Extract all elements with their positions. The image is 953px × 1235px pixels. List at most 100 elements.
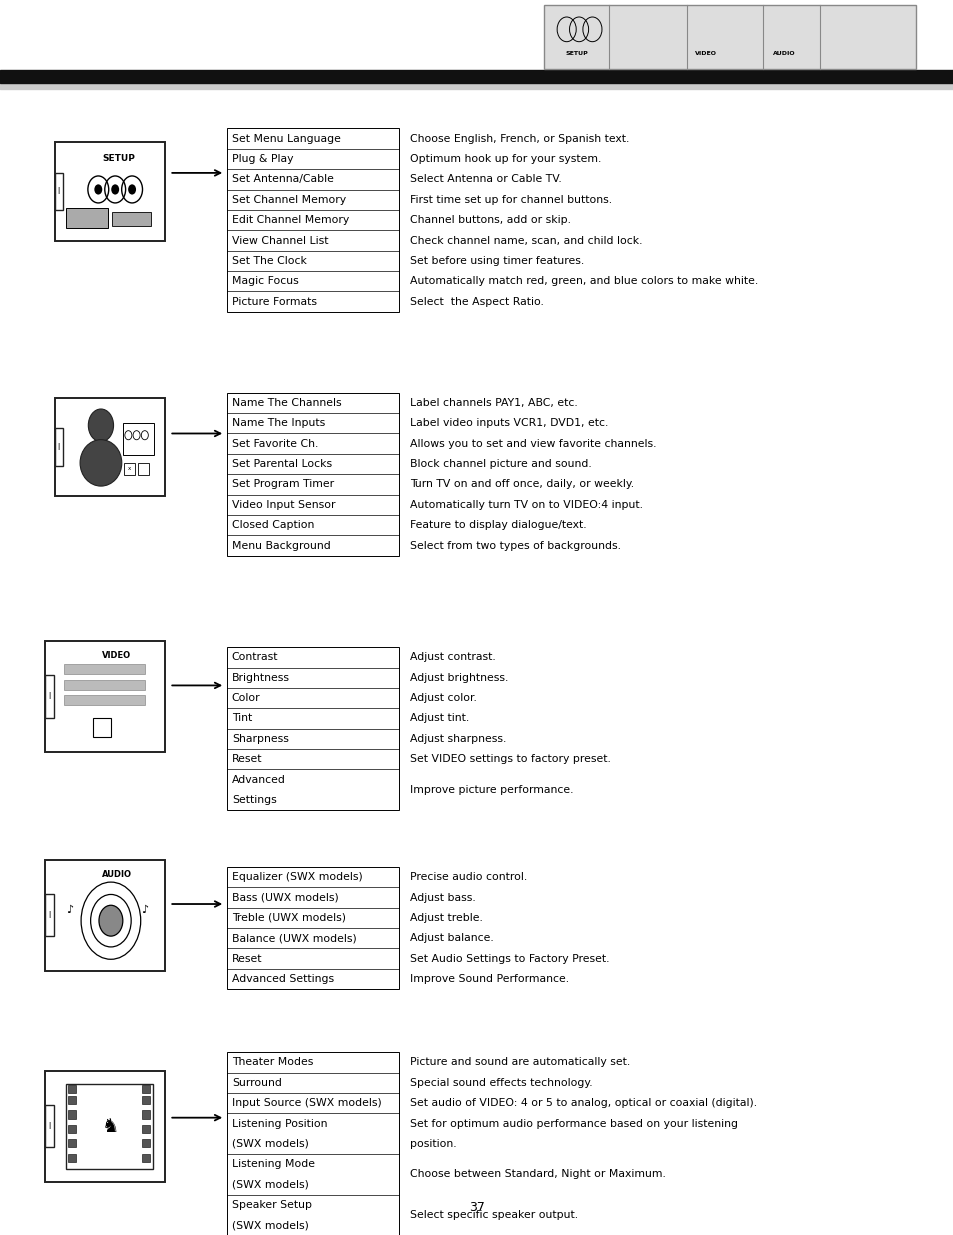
Text: ♪: ♪ [66,904,72,915]
Circle shape [89,409,113,442]
Text: Picture and sound are automatically set.: Picture and sound are automatically set. [410,1057,630,1067]
Text: Bass (UWX models): Bass (UWX models) [232,893,338,903]
Text: (SWX models): (SWX models) [232,1220,309,1230]
Bar [66,1084,152,1168]
Text: 37: 37 [469,1202,484,1214]
Text: Set Favorite Ch.: Set Favorite Ch. [232,438,318,448]
Text: I: I [57,186,60,196]
Text: ♞: ♞ [102,1116,119,1136]
Text: Channel buttons, add or skip.: Channel buttons, add or skip. [410,215,571,225]
Text: Edit Channel Memory: Edit Channel Memory [232,215,349,225]
Bar [55,429,63,466]
Text: Adjust contrast.: Adjust contrast. [410,652,496,662]
Bar [68,1084,75,1093]
Text: Adjust brightness.: Adjust brightness. [410,673,508,683]
Text: Improve picture performance.: Improve picture performance. [410,784,573,795]
Circle shape [99,905,123,936]
Bar [142,1110,150,1119]
Text: I: I [49,910,51,920]
Bar [138,463,149,474]
Text: Tint: Tint [232,714,252,724]
Bar [0,83,953,89]
Bar [142,1125,150,1132]
Text: Check channel name, scan, and child lock.: Check channel name, scan, and child lock… [410,236,642,246]
Text: Adjust balance.: Adjust balance. [410,934,494,944]
Bar [46,860,164,971]
Text: Surround: Surround [232,1078,281,1088]
Text: I: I [49,692,51,701]
Text: Set Parental Locks: Set Parental Locks [232,459,332,469]
Text: Set VIDEO settings to factory preset.: Set VIDEO settings to factory preset. [410,755,611,764]
Bar [46,1105,53,1147]
Text: Improve Sound Performance.: Improve Sound Performance. [410,974,569,984]
Text: View Channel List: View Channel List [232,236,328,246]
Bar [227,647,398,810]
Text: x: x [128,467,131,472]
Text: VIDEO: VIDEO [694,51,716,56]
Text: Select  the Aspect Ratio.: Select the Aspect Ratio. [410,296,543,306]
Text: Treble (UWX models): Treble (UWX models) [232,913,345,923]
Text: Contrast: Contrast [232,652,278,662]
Text: Adjust bass.: Adjust bass. [410,893,476,903]
Bar [68,1110,75,1119]
Bar [543,5,915,69]
Circle shape [112,184,119,195]
Bar [68,1095,75,1104]
Text: I: I [57,442,60,452]
Text: Set for optimum audio performance based on your listening: Set for optimum audio performance based … [410,1119,738,1129]
Text: Picture Formats: Picture Formats [232,296,316,306]
Bar [68,1125,75,1132]
Text: Menu Background: Menu Background [232,541,331,551]
Bar [0,70,953,83]
Text: Magic Focus: Magic Focus [232,277,298,287]
Text: Automatically turn TV on to VIDEO:4 input.: Automatically turn TV on to VIDEO:4 inpu… [410,500,642,510]
Ellipse shape [80,440,122,487]
Text: Listening Mode: Listening Mode [232,1160,314,1170]
Text: SETUP: SETUP [102,154,134,163]
Text: First time set up for channel buttons.: First time set up for channel buttons. [410,195,612,205]
Text: Speaker Setup: Speaker Setup [232,1200,312,1210]
Text: Theater Modes: Theater Modes [232,1057,313,1067]
Bar [66,209,108,228]
Text: Set The Clock: Set The Clock [232,256,306,266]
Text: Name The Inputs: Name The Inputs [232,419,325,429]
Text: Reset: Reset [232,953,262,963]
Text: Block channel picture and sound.: Block channel picture and sound. [410,459,592,469]
Bar [55,398,165,496]
Text: Adjust treble.: Adjust treble. [410,913,482,923]
Text: Set Program Timer: Set Program Timer [232,479,334,489]
Bar [227,1052,398,1235]
Bar [46,641,164,752]
Text: Optimum hook up for your system.: Optimum hook up for your system. [410,154,601,164]
Text: Choose English, French, or Spanish text.: Choose English, French, or Spanish text. [410,133,629,143]
Text: Special sound effects technology.: Special sound effects technology. [410,1078,592,1088]
Text: Advanced: Advanced [232,774,285,784]
Text: Sharpness: Sharpness [232,734,289,743]
Text: Select from two types of backgrounds.: Select from two types of backgrounds. [410,541,620,551]
Bar [227,128,398,312]
Text: Name The Channels: Name The Channels [232,398,341,408]
Text: ♪: ♪ [141,904,148,915]
Bar [68,1139,75,1147]
Bar [124,463,134,474]
Text: Settings: Settings [232,795,276,805]
Text: Adjust sharpness.: Adjust sharpness. [410,734,506,743]
Text: Plug & Play: Plug & Play [232,154,293,164]
Bar [123,424,153,454]
Text: position.: position. [410,1139,456,1149]
Text: Set Menu Language: Set Menu Language [232,133,340,143]
Bar [227,867,398,989]
Text: Color: Color [232,693,260,703]
Text: Allows you to set and view favorite channels.: Allows you to set and view favorite chan… [410,438,656,448]
Text: Set before using timer features.: Set before using timer features. [410,256,584,266]
Text: Equalizer (SWX models): Equalizer (SWX models) [232,872,362,882]
Text: SETUP: SETUP [565,51,588,56]
Text: Balance (UWX models): Balance (UWX models) [232,934,356,944]
Text: Set audio of VIDEO: 4 or 5 to analog, optical or coaxial (digital).: Set audio of VIDEO: 4 or 5 to analog, op… [410,1098,757,1108]
Bar [68,1153,75,1162]
Text: Closed Caption: Closed Caption [232,520,314,530]
Text: AUDIO: AUDIO [772,51,795,56]
Text: Precise audio control.: Precise audio control. [410,872,527,882]
Text: I: I [49,1121,51,1131]
Circle shape [128,184,136,195]
